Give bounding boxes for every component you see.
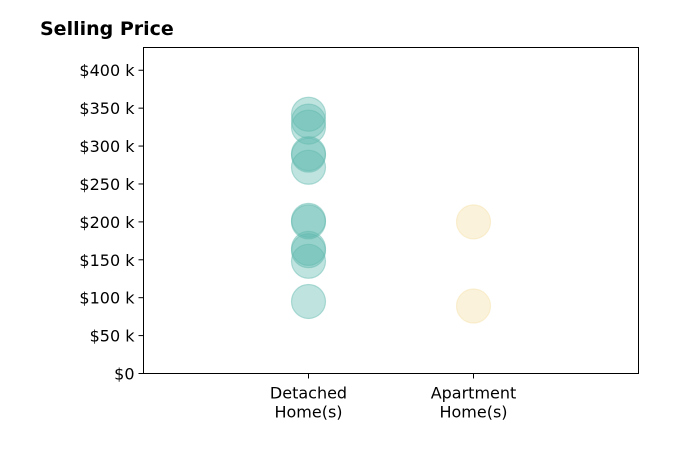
y-tick-label: $300 k [79,137,135,156]
data-point [290,204,327,240]
data-point [290,202,327,238]
x-axis: Detached Home(s) Apartment Home(s) [270,373,517,422]
data-point [455,288,492,324]
y-tick-label: $0 [114,365,134,384]
data-point [290,149,327,185]
x-tick-label: Apartment Home(s) [431,384,517,422]
y-tick-label: $50 k [90,327,136,346]
data-point [290,137,327,173]
y-tick-label: $150 k [79,251,135,270]
data-point [290,136,327,172]
y-tick-label: $250 k [79,175,135,194]
data-point [290,283,327,320]
data-point [290,103,327,139]
y-tick-label: $100 k [79,289,135,308]
data-point [290,243,327,279]
y-tick-label: $350 k [79,99,135,118]
data-point [290,109,327,145]
plot-frame [143,47,639,374]
x-tick-label: Detached Home(s) [270,384,347,422]
data-points [290,96,492,324]
data-point [290,96,327,132]
y-tick-label: $400 k [79,61,135,80]
data-point [290,233,327,269]
data-point [290,230,327,267]
y-tick-label: $200 k [79,213,135,232]
chart-title: Selling Price [40,18,174,40]
y-axis: $0 $50 k $100 k $150 k $200 k $250 k $300 k $35… [79,61,144,384]
data-point [455,204,492,240]
